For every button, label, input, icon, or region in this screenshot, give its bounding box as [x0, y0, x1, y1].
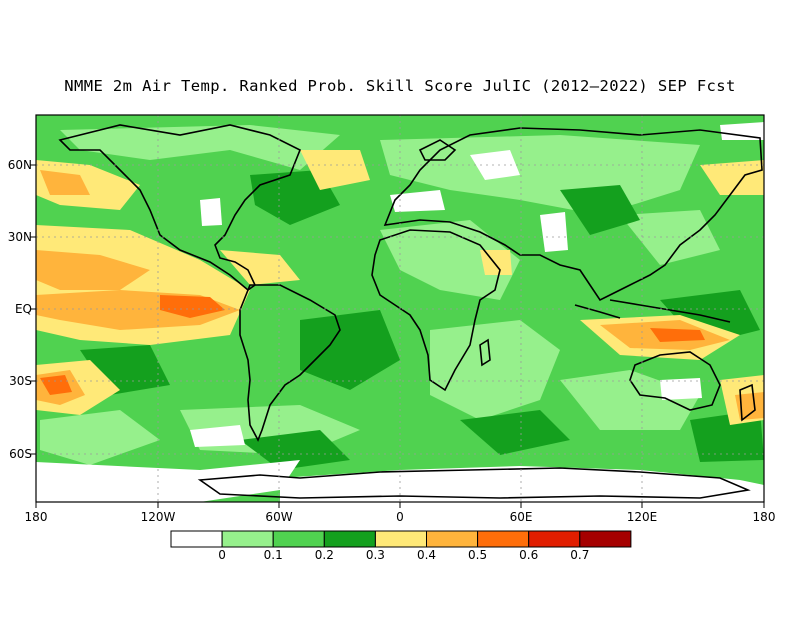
lon-label-60w: 60W — [265, 510, 293, 524]
skill-white-regions — [36, 122, 764, 502]
colorbar-label: 0 — [218, 548, 226, 562]
lat-label-30n: 30N — [7, 230, 32, 244]
lon-label-0: 0 — [396, 510, 404, 524]
lon-label-120w: 120W — [140, 510, 176, 524]
gridlines — [36, 115, 764, 502]
colorbar-label: 0.2 — [314, 548, 334, 562]
colorbar-swatch — [374, 530, 427, 548]
colorbar-label: 0.1 — [263, 548, 283, 562]
colorbar-label: 0.6 — [519, 548, 539, 562]
lat-label-60n: 60N — [7, 158, 32, 172]
lat-label-eq: EQ — [14, 302, 32, 316]
axis-ticks — [30, 164, 765, 508]
lat-label-30s: 30S — [9, 374, 32, 388]
colorbar-label: 0.3 — [365, 548, 385, 562]
chart-title: NMME 2m Air Temp. Ranked Prob. Skill Sco… — [64, 77, 736, 95]
lon-label-60e: 60E — [509, 510, 533, 524]
colorbar-swatch — [323, 530, 376, 548]
skill-dark-green-regions — [80, 170, 764, 470]
colorbar-swatch — [272, 530, 325, 548]
coastlines — [58, 124, 763, 499]
lon-label-180e: 180 — [752, 510, 776, 524]
lon-label-120e: 120E — [626, 510, 658, 524]
colorbar-swatch — [221, 530, 274, 548]
colorbar-swatch — [170, 530, 223, 548]
colorbar-swatch — [426, 530, 479, 548]
colorbar-swatch — [579, 530, 632, 548]
colorbar-swatch — [528, 530, 581, 548]
colorbar-label: 0.5 — [468, 548, 488, 562]
colorbar-label: 0.7 — [570, 548, 590, 562]
lon-label-180w: 180 — [24, 510, 48, 524]
colorbar-label: 0.4 — [416, 548, 437, 562]
colorbar-swatch — [477, 530, 530, 548]
skill-red-orange-regions — [40, 295, 705, 395]
lat-label-60s: 60S — [9, 447, 32, 461]
